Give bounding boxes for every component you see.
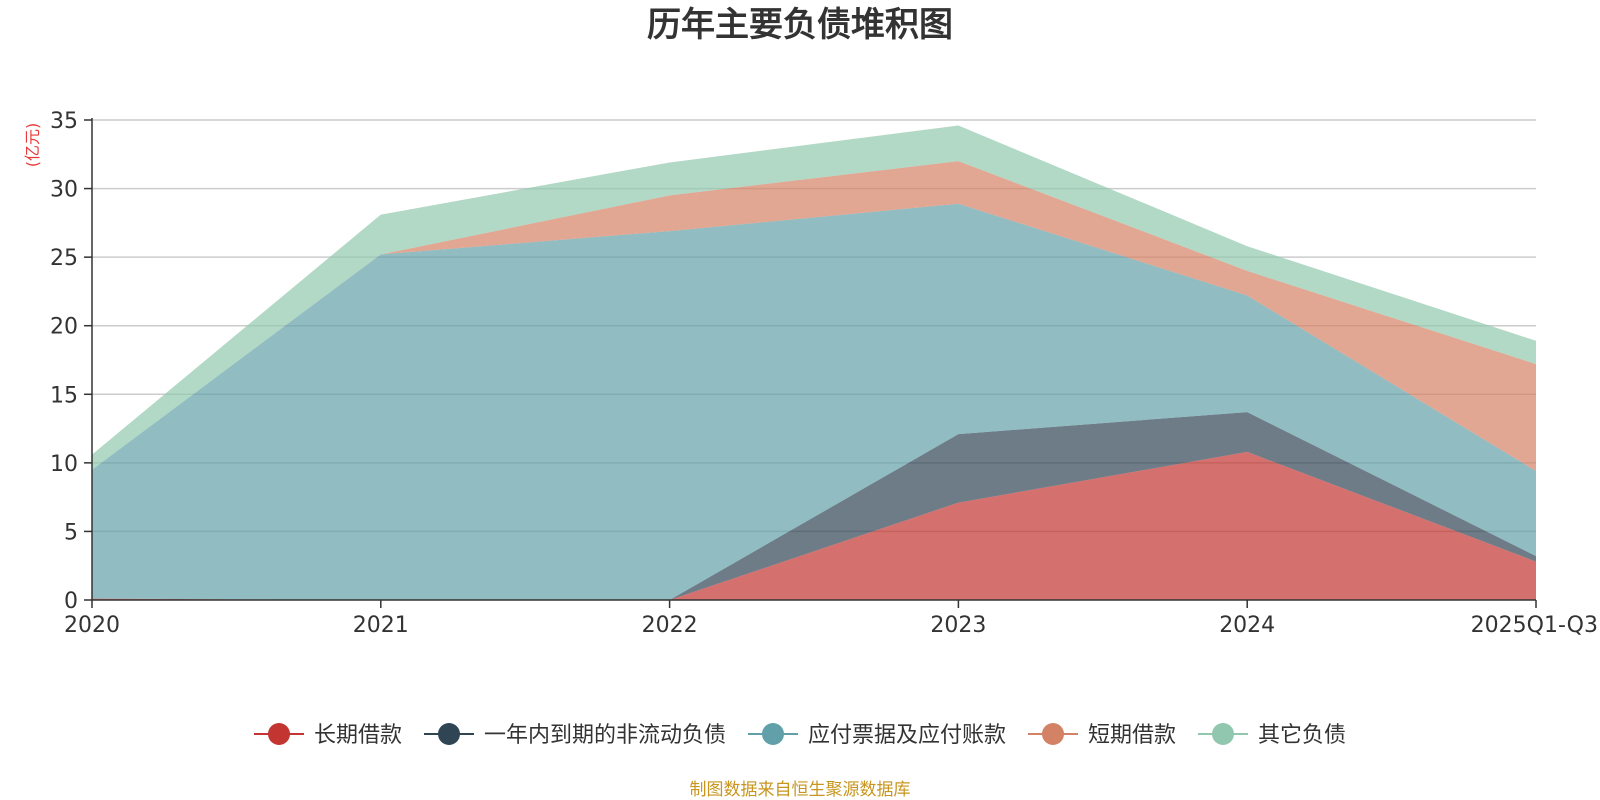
legend-label-2: 应付票据及应付账款 xyxy=(808,723,1006,748)
area-series xyxy=(92,125,1536,600)
chart-title: 历年主要负债堆积图 xyxy=(647,5,953,45)
x-tick-label-2: 2022 xyxy=(642,613,698,638)
legend-marker-2 xyxy=(762,723,784,745)
legend: 长期借款 一年内到期的非流动负债 应付票据及应付账款 短期借款 其它负债 xyxy=(254,723,1346,748)
y-tick-label-20: 20 xyxy=(50,315,78,340)
y-tick-label-10: 10 xyxy=(50,452,78,477)
y-tick-label-15: 15 xyxy=(50,383,78,408)
y-tick-label-0: 0 xyxy=(64,589,78,614)
legend-item-2: 应付票据及应付账款 xyxy=(748,723,1006,748)
legend-label-0: 长期借款 xyxy=(314,723,402,748)
legend-marker-4 xyxy=(1212,723,1234,745)
legend-label-4: 其它负债 xyxy=(1258,723,1346,748)
area-series-1 xyxy=(92,412,1536,600)
y-axis-unit-label: (亿元) xyxy=(23,123,42,168)
legend-marker-0 xyxy=(268,723,290,745)
x-tick-label-4: 2024 xyxy=(1219,613,1275,638)
axes: 0 5 10 15 20 25 30 35 2020 2021 2022 2023 2024 2025Q1… xyxy=(50,109,1598,638)
y-tick-label-5: 5 xyxy=(64,520,78,545)
y-tick-label-25: 25 xyxy=(50,246,78,271)
legend-item-4: 其它负债 xyxy=(1198,723,1346,748)
legend-item-3: 短期借款 xyxy=(1028,723,1176,748)
y-tick-label-30: 30 xyxy=(50,178,78,203)
x-tick-label-0: 2020 xyxy=(64,613,120,638)
area-series-4 xyxy=(92,125,1536,470)
legend-label-3: 短期借款 xyxy=(1088,723,1176,748)
legend-label-1: 一年内到期的非流动负债 xyxy=(484,723,726,748)
area-series-2 xyxy=(92,203,1536,600)
legend-marker-3 xyxy=(1042,723,1064,745)
legend-item-1: 一年内到期的非流动负债 xyxy=(424,723,726,748)
x-tick-label-5: 2025Q1-Q3 xyxy=(1471,613,1598,638)
x-tick-label-1: 2021 xyxy=(353,613,409,638)
x-tick-label-3: 2023 xyxy=(930,613,986,638)
y-tick-label-35: 35 xyxy=(50,109,78,134)
data-source-note: 制图数据来自恒生聚源数据库 xyxy=(690,780,911,800)
legend-marker-1 xyxy=(438,723,460,745)
area-series-0 xyxy=(92,451,1536,600)
legend-item-0: 长期借款 xyxy=(254,723,402,748)
